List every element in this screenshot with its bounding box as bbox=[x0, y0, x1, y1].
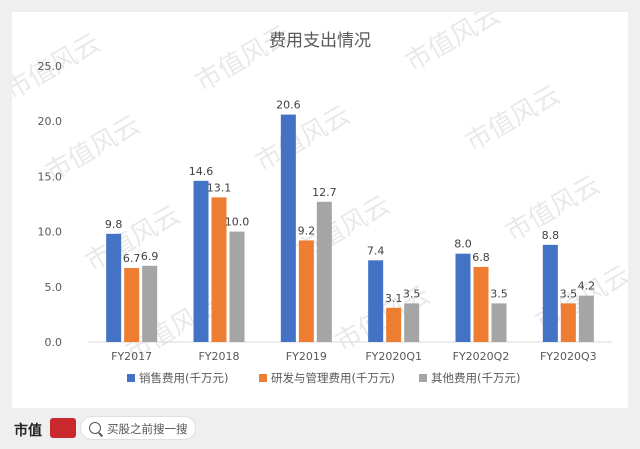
bar bbox=[142, 265, 158, 342]
data-label: 9.2 bbox=[298, 224, 316, 237]
data-label: 3.5 bbox=[560, 287, 578, 300]
bar bbox=[211, 197, 227, 342]
data-label: 13.1 bbox=[207, 181, 232, 194]
y-tick-label: 10.0 bbox=[38, 226, 63, 239]
bar bbox=[124, 268, 140, 342]
bar bbox=[229, 231, 245, 342]
data-label: 4.2 bbox=[578, 280, 596, 293]
bar bbox=[473, 266, 489, 342]
y-tick-label: 25.0 bbox=[38, 60, 63, 73]
data-label: 20.6 bbox=[276, 99, 301, 112]
bar bbox=[455, 253, 471, 342]
bar bbox=[560, 303, 576, 342]
bar bbox=[106, 233, 122, 342]
chart-card: 市值风云 市值风云 市值风云 市值风云 市值风云 市值风云 市值风云 市值风云 市值风云 市值风云… bbox=[12, 12, 628, 408]
search-icon bbox=[89, 422, 101, 434]
watermark-text: 市值风云 bbox=[401, 12, 506, 78]
bars: 9.86.7 6.914.613.110.020.69.212.77.43.1 3.… bbox=[105, 99, 596, 343]
brand-seal-icon bbox=[50, 418, 76, 438]
data-label: 8.0 bbox=[454, 238, 472, 251]
data-label: 7.4 bbox=[367, 244, 385, 257]
data-label: 3.5 bbox=[490, 287, 508, 300]
x-tick-label: FY2018 bbox=[198, 350, 239, 363]
y-tick-label: 0.0 bbox=[45, 336, 63, 349]
legend-label: 其他费用(千万元) bbox=[431, 371, 520, 385]
data-label: 8.8 bbox=[542, 229, 560, 242]
y-tick-label: 5.0 bbox=[45, 281, 63, 294]
legend-label: 研发与管理费用(千万元) bbox=[271, 371, 395, 385]
bar bbox=[316, 201, 332, 342]
data-label: 6.8 bbox=[472, 251, 490, 264]
x-tick-label: FY2017 bbox=[111, 350, 152, 363]
bar bbox=[298, 240, 314, 342]
legend-swatch bbox=[259, 374, 267, 382]
x-tick-label: FY2020Q1 bbox=[365, 350, 422, 363]
footer-bar: 市值 买股之前搜一搜 bbox=[0, 408, 640, 449]
chart-title: 费用支出情况 bbox=[269, 31, 371, 51]
data-label: 14.6 bbox=[189, 165, 214, 178]
data-label: 3.1 bbox=[385, 292, 403, 305]
legend: 销售费用(千万元) 研发与管理费用(千万元) 其他费用(千万元) bbox=[127, 371, 520, 385]
x-tick-label: FY2020Q2 bbox=[453, 350, 510, 363]
search-placeholder: 买股之前搜一搜 bbox=[107, 422, 188, 436]
bar bbox=[491, 303, 507, 342]
y-tick-label: 20.0 bbox=[38, 115, 63, 128]
axes: 0.0 5.0 10.0 15.0 20.0 25.0 FY2017 FY2018 FY2019… bbox=[38, 60, 612, 363]
bar bbox=[280, 114, 296, 343]
legend-swatch bbox=[419, 374, 427, 382]
legend-label: 销售费用(千万元) bbox=[139, 371, 228, 385]
bar bbox=[368, 260, 384, 342]
data-label: 6.7 bbox=[123, 252, 141, 265]
data-label: 3.5 bbox=[403, 287, 421, 300]
bar bbox=[542, 244, 558, 342]
bar bbox=[193, 180, 209, 342]
bar bbox=[404, 303, 420, 342]
legend-swatch bbox=[127, 374, 135, 382]
y-tick-label: 15.0 bbox=[38, 170, 63, 183]
data-label: 9.8 bbox=[105, 218, 123, 231]
bar bbox=[386, 307, 402, 342]
watermark-text: 市值风云 bbox=[251, 100, 356, 178]
bar bbox=[578, 295, 594, 342]
data-label: 10.0 bbox=[225, 216, 250, 229]
search-box[interactable]: 买股之前搜一搜 bbox=[80, 416, 196, 440]
watermark-text: 市值风云 bbox=[81, 200, 186, 278]
x-tick-label: FY2020Q3 bbox=[540, 350, 597, 363]
data-label: 6.9 bbox=[141, 250, 159, 263]
watermark-text: 市值风云 bbox=[461, 80, 566, 158]
x-tick-label: FY2019 bbox=[286, 350, 327, 363]
data-label: 12.7 bbox=[312, 186, 337, 199]
brand-logo: 市值 bbox=[14, 423, 42, 439]
